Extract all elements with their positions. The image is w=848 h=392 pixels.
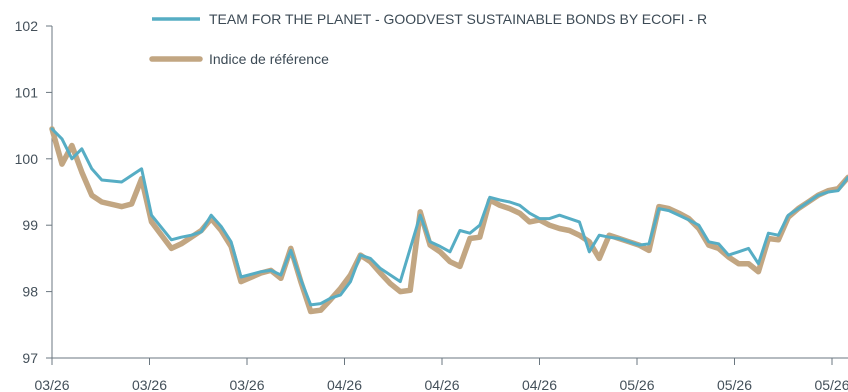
y-tick-label: 101 [15, 84, 39, 100]
series-line-benchmark [49, 126, 848, 315]
x-tick-label: 05/26 [619, 377, 654, 392]
y-tick-label: 99 [22, 217, 38, 233]
legend-label-benchmark: Indice de référence [209, 51, 329, 67]
x-tick-label: 05/26 [717, 377, 752, 392]
x-tick-label: 03/26 [34, 377, 69, 392]
y-tick-label: 100 [15, 151, 39, 167]
x-tick-label: 04/26 [327, 377, 362, 392]
y-tick-label: 102 [15, 18, 39, 34]
x-tick-label: 05/26 [814, 377, 848, 392]
x-tick-label: 03/26 [229, 377, 264, 392]
x-tick-label: 04/26 [522, 377, 557, 392]
legend: TEAM FOR THE PLANET - GOODVEST SUSTAINAB… [149, 11, 707, 67]
x-tick-label: 03/26 [132, 377, 167, 392]
series-layer [49, 126, 848, 315]
axes: 97 98 99 100 101 102 03/26 03/26 03/26 04/26 04/26… [15, 18, 848, 392]
x-tick-label: 04/26 [424, 377, 459, 392]
series-line-fund [50, 127, 848, 307]
y-tick-label: 98 [22, 284, 38, 300]
y-tick-label: 97 [22, 350, 38, 366]
legend-label-fund: TEAM FOR THE PLANET - GOODVEST SUSTAINAB… [209, 11, 707, 27]
